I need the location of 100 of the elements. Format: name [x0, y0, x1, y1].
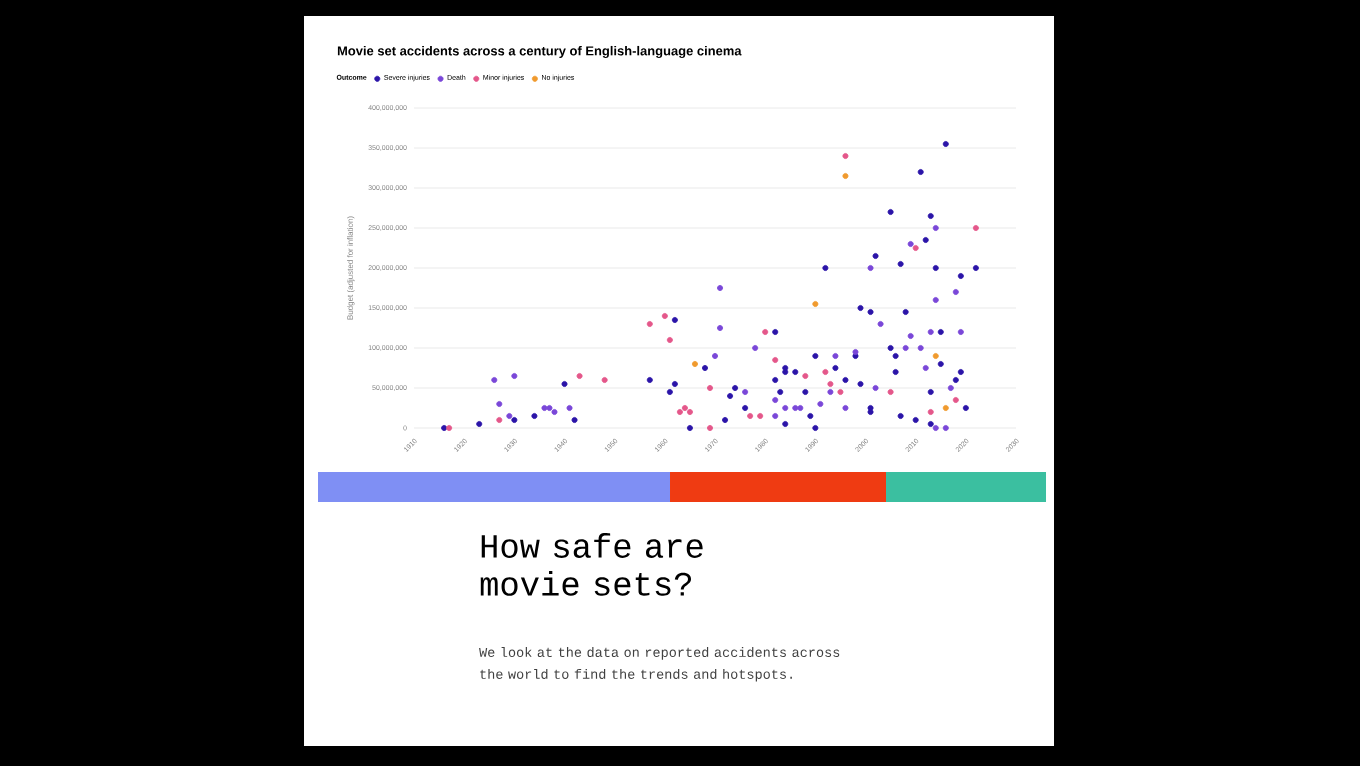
point — [666, 337, 673, 343]
point — [957, 329, 964, 335]
point — [446, 425, 453, 431]
point — [686, 409, 693, 415]
point — [902, 309, 909, 315]
point — [772, 397, 779, 403]
point — [691, 361, 698, 367]
point — [802, 373, 809, 379]
point — [867, 309, 874, 315]
point — [712, 353, 718, 359]
point — [561, 381, 568, 387]
point — [842, 173, 849, 179]
point — [942, 425, 949, 431]
point — [927, 409, 934, 415]
point — [937, 361, 944, 367]
point — [842, 377, 849, 383]
point — [912, 417, 919, 423]
point — [872, 385, 879, 391]
point — [867, 405, 874, 411]
point — [511, 373, 518, 379]
point — [832, 365, 839, 371]
point — [892, 353, 899, 359]
point — [707, 425, 713, 431]
point — [681, 405, 688, 411]
point — [496, 417, 503, 423]
point — [812, 301, 819, 307]
point — [927, 329, 934, 335]
point — [551, 409, 558, 415]
point — [807, 413, 814, 419]
point — [907, 333, 914, 339]
point — [972, 225, 979, 231]
point — [822, 265, 829, 271]
point — [842, 405, 849, 411]
point — [917, 169, 924, 175]
point — [747, 413, 754, 419]
point — [932, 297, 939, 303]
point — [832, 353, 839, 359]
point — [972, 265, 979, 271]
point — [742, 389, 749, 395]
point — [707, 385, 713, 391]
point — [887, 389, 894, 395]
point — [942, 405, 949, 411]
point — [927, 421, 934, 427]
point — [566, 405, 573, 411]
point — [927, 389, 934, 395]
point — [962, 405, 969, 411]
point — [476, 421, 483, 427]
point — [952, 377, 959, 383]
point — [907, 241, 914, 247]
point — [797, 405, 804, 411]
point — [686, 425, 693, 431]
point — [927, 213, 934, 219]
point — [496, 401, 503, 407]
point — [867, 409, 874, 415]
point — [827, 389, 834, 395]
point — [701, 365, 708, 371]
point — [812, 425, 819, 431]
point — [812, 353, 819, 359]
point — [646, 321, 653, 327]
point — [546, 405, 553, 411]
point — [777, 389, 784, 395]
point — [857, 381, 864, 387]
point — [792, 369, 799, 375]
point — [922, 365, 929, 371]
point — [727, 393, 734, 399]
point — [717, 285, 724, 291]
point — [952, 397, 959, 403]
point — [666, 389, 673, 395]
point — [782, 421, 789, 427]
point — [491, 377, 498, 383]
point — [877, 321, 884, 327]
point — [922, 237, 929, 243]
point — [917, 345, 924, 351]
point — [932, 265, 939, 271]
point — [571, 417, 578, 423]
point — [541, 405, 548, 411]
point — [506, 413, 513, 419]
point — [676, 409, 683, 415]
point — [646, 377, 653, 383]
point — [671, 381, 678, 387]
point — [752, 345, 759, 351]
point — [742, 405, 749, 411]
point — [817, 401, 824, 407]
point — [857, 305, 864, 311]
point — [827, 381, 834, 387]
point — [912, 245, 919, 251]
point — [782, 405, 789, 411]
point — [772, 329, 779, 335]
point — [762, 329, 769, 335]
point — [952, 289, 959, 295]
point — [757, 413, 764, 419]
point — [957, 369, 964, 375]
point — [937, 329, 944, 335]
point — [902, 345, 909, 351]
point — [722, 417, 729, 423]
point — [772, 377, 779, 383]
point — [802, 389, 809, 395]
point — [601, 377, 608, 383]
point — [887, 209, 894, 215]
point — [671, 317, 678, 323]
